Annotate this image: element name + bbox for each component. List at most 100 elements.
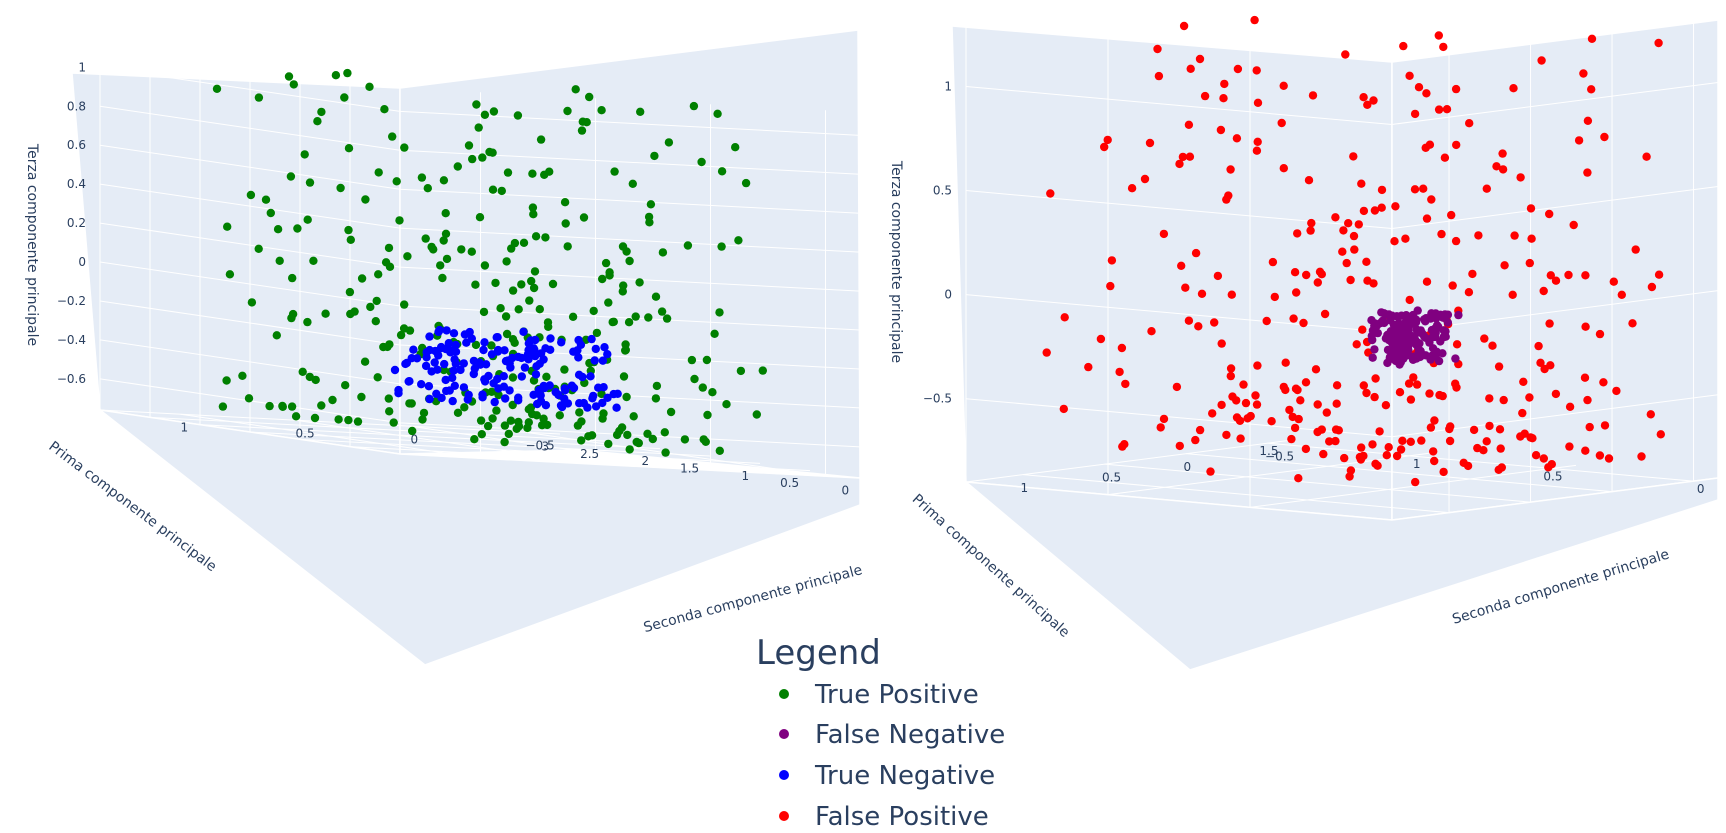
data-point xyxy=(612,403,621,412)
data-point xyxy=(1387,338,1397,347)
data-point xyxy=(648,434,657,444)
data-point xyxy=(459,359,468,368)
data-point xyxy=(636,107,645,117)
data-point xyxy=(687,355,697,365)
data-point xyxy=(1392,312,1402,321)
data-point xyxy=(490,397,499,407)
z-tick-label: 0 xyxy=(78,255,86,269)
data-point xyxy=(539,381,548,391)
data-point xyxy=(1485,394,1494,403)
data-point xyxy=(305,178,315,187)
data-point xyxy=(1359,381,1369,390)
data-point xyxy=(504,429,513,439)
data-point xyxy=(1642,152,1651,161)
data-point xyxy=(500,437,509,447)
data-point xyxy=(1246,411,1255,421)
x-tick-label: 1.5 xyxy=(680,461,699,475)
data-point xyxy=(439,176,449,185)
data-point xyxy=(1226,364,1236,373)
data-point xyxy=(1412,380,1422,389)
data-point xyxy=(1452,340,1462,349)
legend-label: True Positive xyxy=(814,680,979,710)
data-point xyxy=(1060,313,1069,322)
data-point xyxy=(658,248,668,257)
left-3d-scatter[interactable]: 1 0.8 0.6 0.4 0.2 0 −0.2 −0.4 −0.6 3 2.5 2 1.5 1 0.5 0 −… xyxy=(24,29,864,666)
data-point xyxy=(399,324,409,333)
data-point xyxy=(1646,410,1656,419)
data-point xyxy=(1574,136,1584,145)
data-point xyxy=(710,329,719,338)
data-point xyxy=(474,123,483,132)
right-z-axis-title: Terza componente principale xyxy=(888,160,904,363)
data-point xyxy=(212,84,222,94)
data-point xyxy=(440,359,449,369)
data-point xyxy=(508,286,518,295)
data-point xyxy=(493,333,502,342)
data-point xyxy=(383,342,392,352)
data-point xyxy=(1377,185,1387,195)
data-point xyxy=(475,213,485,222)
data-point xyxy=(1382,451,1392,460)
data-point xyxy=(508,400,517,410)
data-point xyxy=(1494,362,1504,371)
data-point xyxy=(604,439,613,449)
data-point xyxy=(650,151,659,161)
data-point xyxy=(575,408,584,417)
data-point xyxy=(513,111,523,120)
data-point xyxy=(311,375,320,385)
data-point xyxy=(1404,336,1413,345)
data-point xyxy=(469,356,479,366)
data-point xyxy=(1451,236,1461,246)
legend-item-true-negative[interactable]: True Negative xyxy=(779,761,995,791)
data-point xyxy=(1293,229,1302,238)
data-point xyxy=(344,144,354,153)
data-point xyxy=(1250,15,1259,25)
data-point xyxy=(541,233,550,242)
data-point xyxy=(1600,132,1609,142)
data-point xyxy=(557,338,566,347)
data-point xyxy=(1528,434,1537,443)
legend-item-false-negative[interactable]: False Negative xyxy=(779,720,1005,750)
data-point xyxy=(254,93,264,102)
data-point xyxy=(384,394,393,403)
data-point xyxy=(528,409,537,419)
legend-item-true-positive[interactable]: True Positive xyxy=(779,680,979,710)
data-point xyxy=(1239,380,1248,389)
data-point xyxy=(287,313,296,323)
data-point xyxy=(1405,71,1414,81)
data-point xyxy=(1317,270,1327,279)
data-point xyxy=(1516,173,1525,182)
data-point xyxy=(1583,168,1592,177)
right-3d-scatter[interactable]: 10.50−0.51.510.50−0.500.51 Terza compone… xyxy=(888,15,1719,671)
data-point xyxy=(1346,275,1355,285)
data-point xyxy=(1525,258,1535,268)
data-point xyxy=(1469,425,1479,435)
data-point xyxy=(520,363,530,372)
data-point xyxy=(526,403,536,412)
data-point xyxy=(1454,310,1463,320)
data-point xyxy=(1510,231,1519,240)
z-tick-label: 0.2 xyxy=(67,216,86,230)
data-point xyxy=(340,93,349,102)
data-point xyxy=(574,335,583,345)
data-point xyxy=(1628,319,1637,328)
data-point xyxy=(1213,271,1223,281)
legend-item-false-positive[interactable]: False Positive xyxy=(779,802,989,832)
data-point xyxy=(1448,281,1457,290)
data-point xyxy=(1042,348,1051,357)
z-tick-label: −0.5 xyxy=(923,392,952,406)
data-point xyxy=(1583,395,1592,405)
data-point xyxy=(612,430,622,440)
y-tick-label: 1 xyxy=(1021,481,1029,495)
data-point xyxy=(545,167,554,176)
data-point xyxy=(434,327,443,337)
data-point xyxy=(1359,206,1369,216)
data-point xyxy=(1551,389,1561,399)
data-point xyxy=(1197,289,1207,298)
data-point xyxy=(1200,91,1210,101)
data-point xyxy=(569,347,578,356)
data-point xyxy=(289,80,298,89)
data-point xyxy=(1405,295,1414,305)
data-point xyxy=(1299,318,1308,328)
